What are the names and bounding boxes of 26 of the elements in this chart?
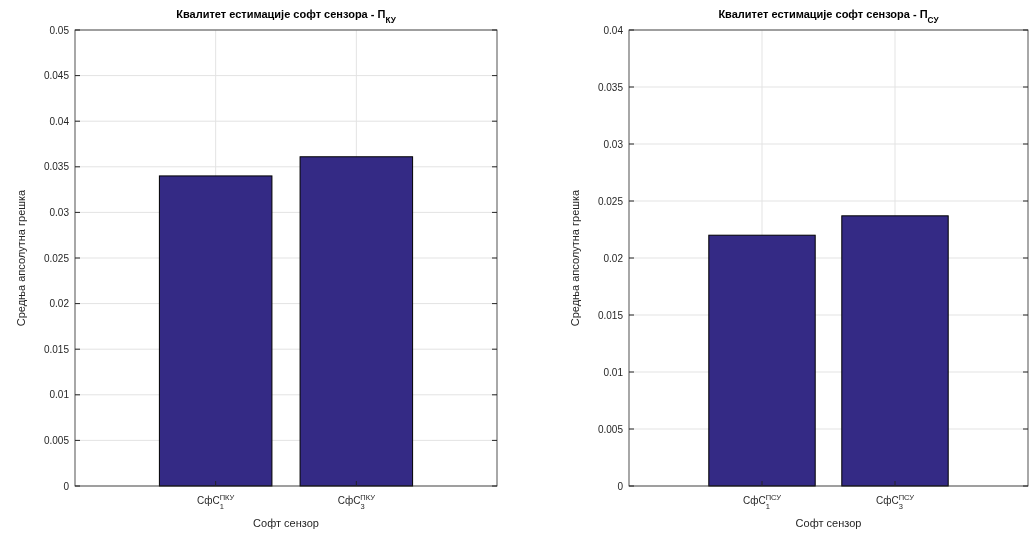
y-tick-label: 0.04 <box>49 115 70 127</box>
y-tick-label: 0.005 <box>43 434 70 446</box>
y-axis-title: Средња апсолутна грешка <box>569 188 581 327</box>
chart-title: Квалитет естимације софт сензора - П$_{КУ}$ <box>176 8 397 25</box>
y-tick-label: 0.015 <box>597 309 624 321</box>
y-axis-title: Средња апсолутна грешка <box>15 188 27 327</box>
y-tick-label: 0.015 <box>43 343 70 355</box>
y-tick-label: 0.05 <box>49 24 70 36</box>
y-tick-label: 0.045 <box>43 70 70 82</box>
y-tick-label: 0.04 <box>603 24 624 36</box>
y-tick-label: 0.03 <box>49 206 70 218</box>
y-tick-label: 0.035 <box>597 81 624 93</box>
y-tick-label: 0.025 <box>43 252 70 264</box>
y-tick-label: 0.025 <box>597 195 624 207</box>
y-tick-label: 0 <box>617 480 624 492</box>
y-tick-label: 0.01 <box>603 366 624 378</box>
chart-title: Квалитет естимације софт сензора - П$_{СУ}$ <box>718 8 940 25</box>
y-tick-label: 0.02 <box>603 252 624 264</box>
y-tick-label: 0.035 <box>43 161 70 173</box>
x-axis-title: Софт сензор <box>795 517 862 529</box>
y-tick-label: 0.03 <box>603 138 624 150</box>
y-tick-label: 0 <box>63 480 70 492</box>
x-axis-title: Софт сензор <box>253 517 319 529</box>
y-tick-label: 0.005 <box>597 423 624 435</box>
y-tick-label: 0.02 <box>49 298 70 310</box>
y-tick-label: 0.01 <box>49 389 70 401</box>
